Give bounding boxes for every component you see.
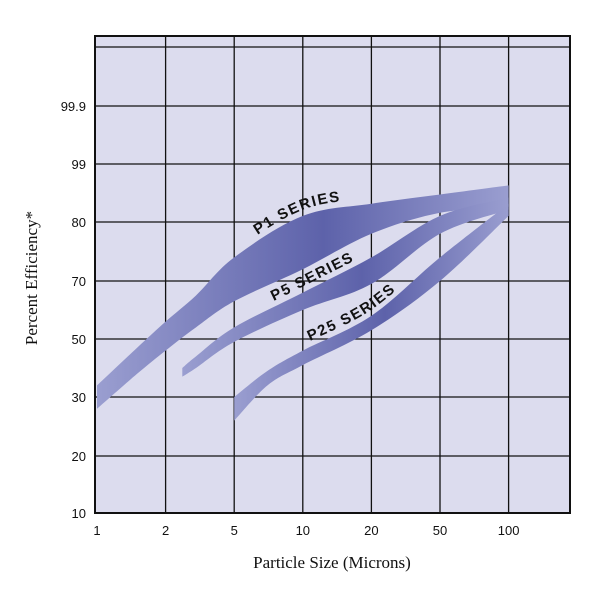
- y-axis-title: Percent Efficiency*: [22, 211, 41, 345]
- y-tick-label: 80: [72, 215, 86, 230]
- y-tick-label: 99: [72, 157, 86, 172]
- y-tick-label: 20: [72, 449, 86, 464]
- y-tick-label: 30: [72, 390, 86, 405]
- y-tick-label: 10: [72, 506, 86, 521]
- tick-labels: 1 2 5 10 20 50 100 10 20 30 50 70 80 99 99.9: [61, 99, 520, 538]
- y-tick-label: 50: [72, 332, 86, 347]
- x-tick-label: 2: [162, 523, 169, 538]
- x-tick-label: 1: [93, 523, 100, 538]
- x-tick-label: 5: [231, 523, 238, 538]
- x-axis-title: Particle Size (Microns): [253, 553, 411, 572]
- x-tick-label: 10: [296, 523, 310, 538]
- plot-area: [95, 36, 570, 513]
- plot-frame: [94, 35, 571, 514]
- x-tick-label: 50: [433, 523, 447, 538]
- y-tick-label: 70: [72, 274, 86, 289]
- series-bands: [97, 185, 509, 421]
- series-band-2: [182, 197, 509, 377]
- x-tick-label: 100: [498, 523, 520, 538]
- y-tick-label: 99.9: [61, 99, 86, 114]
- x-tick-label: 20: [364, 523, 378, 538]
- series-band-3: [234, 203, 509, 421]
